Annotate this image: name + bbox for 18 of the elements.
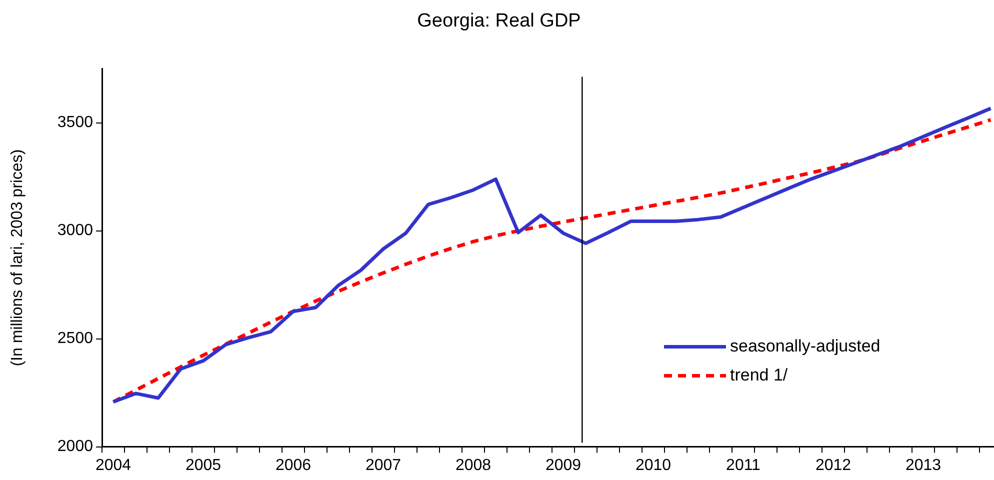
- x-tick-label: 2012: [815, 456, 852, 474]
- y-tick-label: 2500: [57, 330, 94, 348]
- y-tick-label: 2000: [57, 438, 94, 456]
- y-tick-label: 3500: [57, 114, 94, 132]
- x-tick-label: 2010: [635, 456, 672, 474]
- y-axis-title: (In millions of lari, 2003 prices): [9, 149, 26, 366]
- x-tick-label: 2004: [95, 456, 132, 474]
- legend-label: trend 1/: [730, 365, 788, 384]
- legend-label: seasonally-adjusted: [730, 336, 880, 356]
- x-tick-label: 2011: [726, 456, 761, 474]
- x-tick-label: 2006: [275, 456, 312, 474]
- x-tick-label: 2005: [185, 456, 222, 474]
- x-tick-label: 2009: [545, 456, 582, 474]
- x-tick-label: 2013: [905, 456, 942, 474]
- y-tick-label: 3000: [57, 222, 94, 240]
- chart-title: Georgia: Real GDP: [417, 10, 581, 32]
- x-tick-label: 2007: [365, 456, 402, 474]
- x-tick-label: 2008: [455, 456, 492, 474]
